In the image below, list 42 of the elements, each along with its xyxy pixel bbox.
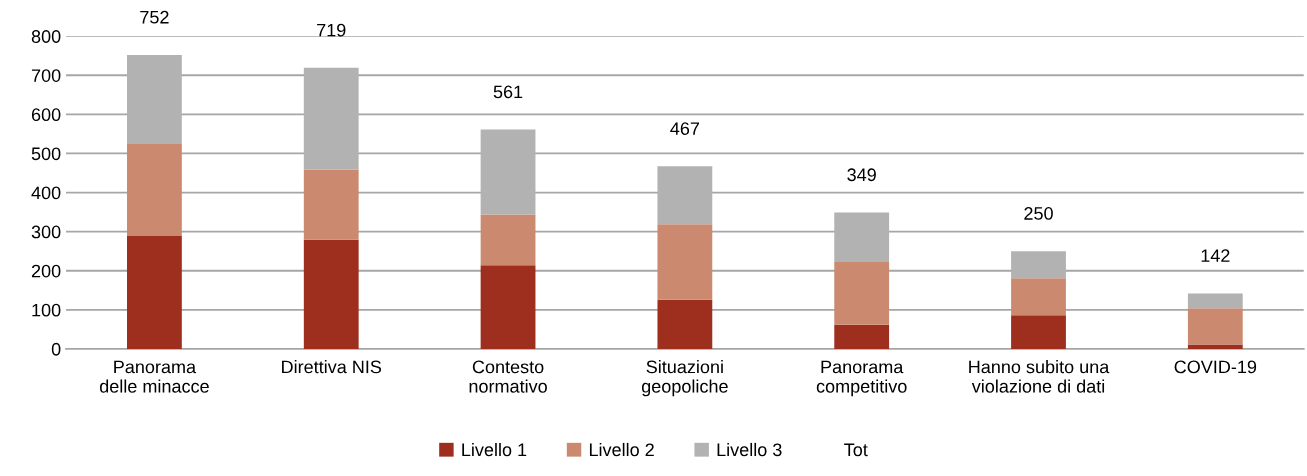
y-tick-label: 400 <box>31 186 61 200</box>
text: Tot <box>844 443 868 457</box>
bar <box>303 239 359 349</box>
total-label: 250 <box>1024 207 1053 220</box>
y-tick-label: 300 <box>31 225 61 239</box>
total-label: 467 <box>670 122 700 135</box>
y-tick-label: 0 <box>51 342 61 356</box>
y-tick-label: 500 <box>31 147 61 161</box>
bar <box>480 214 536 266</box>
y-tick-label: 100 <box>32 303 61 317</box>
legend-label: Livello 2 <box>589 442 654 457</box>
bar <box>1011 278 1066 316</box>
bar <box>127 235 182 349</box>
bar <box>1187 344 1243 349</box>
x-tick-label: Panorama delle minacce <box>99 360 209 393</box>
legend-label: Livello 1 <box>462 442 527 457</box>
bar <box>1187 293 1243 309</box>
y-tick-label: 600 <box>31 108 61 122</box>
y-tick-label: 200 <box>31 264 61 278</box>
total-label: 142 <box>1201 249 1230 262</box>
bar <box>127 143 182 236</box>
x-tick-label: Hanno subito una violazione di dati <box>969 360 1110 393</box>
bar <box>834 262 890 325</box>
x-tick-label: COVID-19 <box>1174 360 1257 374</box>
x-tick-label: Situazioni geopoliche <box>641 360 728 397</box>
bar <box>657 224 713 300</box>
x-tick-label: Contesto normativo <box>469 360 547 393</box>
total-label: 752 <box>140 10 169 24</box>
bar <box>657 299 713 349</box>
y-tick-label: 800 <box>31 30 61 43</box>
x-tick-label: Panorama competitivo <box>816 360 907 397</box>
bar <box>834 324 890 349</box>
y-tick-label: 700 <box>31 69 61 82</box>
bar <box>303 169 359 240</box>
x-tick-label: Direttiva NIS <box>282 360 382 374</box>
bar <box>1187 308 1243 345</box>
legend-label: Livello 3 <box>717 442 782 457</box>
total-label: 349 <box>847 168 876 182</box>
bar <box>480 265 536 349</box>
bar <box>1011 315 1066 349</box>
total-label: 719 <box>317 23 346 37</box>
total-label: 561 <box>493 85 523 99</box>
